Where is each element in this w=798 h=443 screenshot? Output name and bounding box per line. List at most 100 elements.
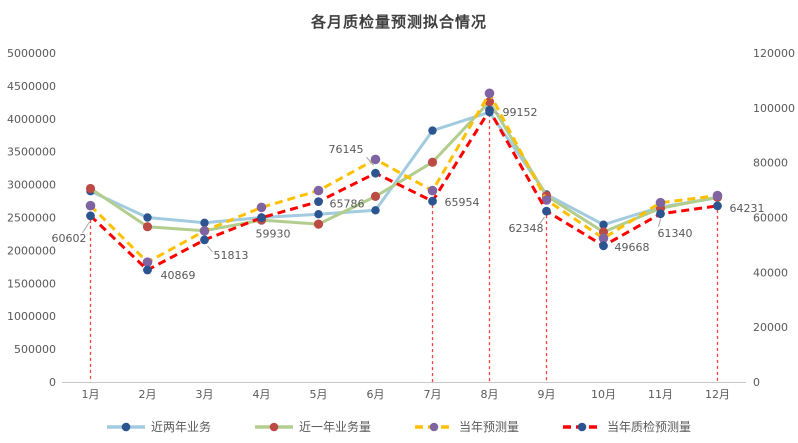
left-axis-tick-label: 0 — [49, 376, 56, 389]
left-axis-tick-label: 2500000 — [7, 212, 56, 225]
x-axis-label: 8月 — [481, 388, 499, 401]
data-label: 64231 — [730, 202, 765, 215]
series-3 — [86, 105, 722, 275]
right-axis-tick-label: 0 — [753, 376, 760, 389]
x-axis-label: 1月 — [82, 388, 100, 401]
left-axis-tick-label: 1500000 — [7, 277, 56, 290]
legend-label: 近两年业务 — [150, 420, 211, 434]
left-axis-tick-label: 5000000 — [7, 47, 56, 60]
data-point — [428, 126, 437, 135]
chart-legend: 近两年业务 近一年业务量 当年预测量 当年质检预测量 — [0, 418, 798, 435]
data-point — [370, 191, 381, 201]
right-axis-tick-label: 100000 — [753, 102, 795, 115]
data-point — [371, 206, 380, 215]
series-0 — [86, 108, 722, 229]
data-point — [314, 210, 323, 219]
data-label: 49668 — [615, 241, 650, 254]
x-axis-label: 7月 — [424, 388, 442, 401]
data-point — [542, 206, 551, 216]
data-label: 65954 — [445, 196, 480, 209]
data-label: 51813 — [214, 249, 249, 262]
left-axis-tick-label: 3000000 — [7, 179, 56, 192]
data-label: 60602 — [52, 232, 87, 245]
legend-swatch-icon — [563, 422, 602, 431]
data-point — [143, 265, 152, 275]
leader-line — [366, 156, 374, 166]
data-point — [142, 222, 153, 232]
legend-swatch-icon — [254, 422, 293, 431]
legend-swatch-icon — [106, 422, 145, 431]
data-point — [199, 226, 210, 236]
x-axis-label: 12月 — [705, 388, 730, 401]
data-point — [200, 218, 209, 227]
data-point — [484, 97, 495, 107]
legend-swatch-icon — [415, 422, 453, 431]
data-label: 76145 — [329, 143, 364, 156]
x-axis-label: 6月 — [367, 388, 385, 401]
series-line-2 — [89, 91, 718, 264]
data-point — [427, 185, 438, 196]
leader-line — [539, 216, 545, 225]
leader-line — [82, 221, 90, 234]
legend-item-3[interactable]: 当年质检预测量 — [563, 418, 691, 435]
left-axis-tick-label: 2000000 — [7, 244, 56, 257]
leader-line — [493, 111, 500, 115]
data-point — [257, 213, 266, 223]
data-point — [143, 213, 152, 222]
data-point — [713, 201, 722, 211]
data-point — [85, 200, 96, 211]
left-axis-tick-label: 1000000 — [7, 310, 56, 323]
data-point — [485, 105, 494, 115]
right-axis-tick-label: 60000 — [753, 212, 788, 225]
data-point — [371, 168, 380, 178]
data-point — [313, 185, 324, 196]
series-line-3 — [89, 108, 718, 272]
data-point — [142, 257, 153, 268]
data-label: 65786 — [330, 198, 365, 211]
data-point — [428, 196, 437, 206]
legend-item-1[interactable]: 近一年业务量 — [254, 418, 371, 435]
leader-line — [207, 245, 213, 253]
data-label: 99152 — [503, 106, 538, 119]
right-axis-tick-label: 120000 — [753, 47, 795, 60]
left-axis-tick-label: 3500000 — [7, 146, 56, 159]
x-axis-label: 3月 — [196, 388, 214, 401]
legend-item-0[interactable]: 近两年业务 — [106, 418, 211, 435]
data-point — [599, 241, 608, 251]
data-point — [86, 211, 95, 221]
series-line-1 — [89, 100, 719, 234]
left-axis-tick-label: 4000000 — [7, 113, 56, 126]
x-axis-label: 11月 — [648, 388, 673, 401]
data-point — [712, 190, 723, 201]
series-1 — [85, 97, 723, 237]
data-point — [256, 202, 267, 213]
x-axis-label: 2月 — [139, 388, 157, 401]
legend-label: 当年质检预测量 — [607, 420, 692, 434]
x-axis-label: 9月 — [538, 388, 556, 401]
data-point — [427, 157, 438, 167]
data-point — [655, 197, 666, 208]
data-point — [200, 235, 209, 245]
data-label: 40869 — [161, 269, 196, 282]
data-point — [313, 219, 324, 229]
data-point — [314, 197, 323, 207]
right-axis-tick-label: 80000 — [753, 157, 788, 170]
left-axis-tick-label: 500000 — [14, 343, 56, 356]
legend-item-2[interactable]: 当年预测量 — [415, 418, 519, 435]
x-axis-label: 4月 — [253, 388, 271, 401]
data-point — [656, 209, 665, 219]
x-axis-label: 5月 — [310, 388, 328, 401]
data-point — [541, 195, 552, 205]
data-label: 62348 — [509, 222, 544, 235]
leader-line — [658, 218, 661, 227]
data-point — [85, 183, 96, 194]
legend-label: 近一年业务量 — [298, 420, 371, 434]
right-axis-tick-label: 20000 — [753, 321, 788, 334]
data-label: 59930 — [256, 228, 291, 241]
data-point — [370, 154, 381, 165]
series-2 — [85, 88, 723, 268]
data-point — [598, 233, 609, 244]
data-label: 61340 — [658, 227, 693, 240]
